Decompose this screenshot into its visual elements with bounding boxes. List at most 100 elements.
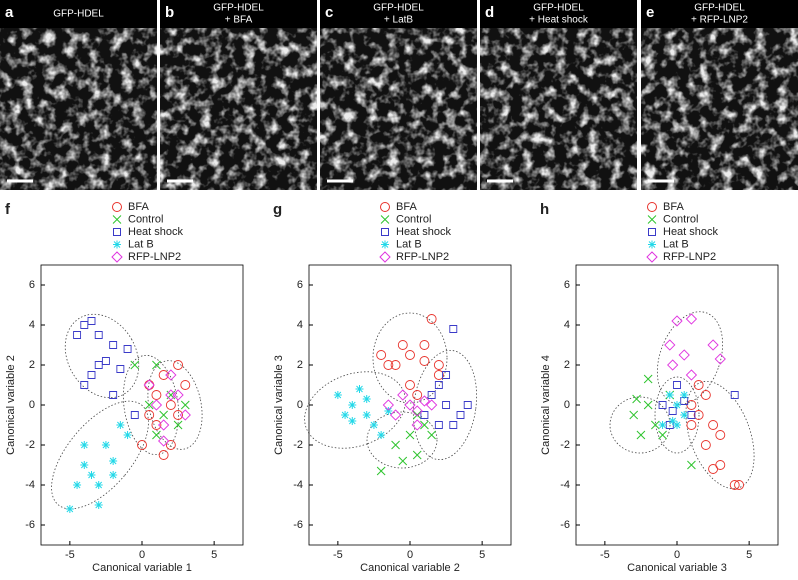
y-tick-label: 6 [29, 279, 35, 291]
plot-frame [308, 264, 512, 546]
panel-letter: f [5, 201, 11, 218]
data-point [433, 360, 444, 370]
data-point [442, 401, 451, 409]
y-tick-label: 4 [29, 319, 35, 331]
data-point [434, 381, 443, 389]
data-point [94, 331, 103, 339]
data-point [80, 441, 89, 449]
data-point [671, 315, 683, 327]
data-point [109, 341, 118, 349]
panel-letter: d [485, 4, 494, 21]
data-point [629, 410, 639, 420]
data-point [680, 411, 689, 419]
y-tick-label: 2 [297, 359, 303, 371]
data-point [419, 356, 430, 366]
y-axis-label: Canonical variable 2 [5, 355, 17, 455]
data-point [144, 400, 154, 410]
data-point [418, 395, 431, 407]
data-point [389, 409, 402, 421]
data-point [412, 410, 422, 420]
data-point [144, 410, 155, 420]
legend-label: Heat shock [663, 226, 719, 238]
data-point [362, 395, 371, 403]
data-point [173, 420, 183, 430]
data-point [667, 359, 679, 371]
data-point [643, 400, 653, 410]
legend-label: RFP-LNP2 [128, 251, 181, 263]
data-point [693, 380, 704, 390]
chart: h -5 0 5 -6 -4 -2 0 2 4 6 Canonical variable 3 Canon… [540, 201, 779, 574]
data-point [449, 421, 458, 429]
data-point [101, 441, 110, 449]
title-bar [160, 0, 317, 28]
data-point [668, 407, 677, 415]
legend-label: Control [396, 213, 431, 225]
data-point [165, 369, 177, 381]
data-point [150, 399, 163, 411]
data-point [700, 440, 711, 450]
y-tick-label: -2 [25, 439, 35, 451]
data-point [729, 480, 740, 490]
y-tick-label: 0 [564, 399, 570, 411]
x-tick-label: 5 [211, 549, 217, 561]
legend-label: Control [663, 213, 698, 225]
legend-label: BFA [663, 201, 684, 213]
y-tick-label: -4 [293, 479, 303, 491]
data-point [116, 421, 125, 429]
legend-label: BFA [128, 201, 149, 213]
panel-title: GFP-HDEL [373, 3, 424, 14]
data-point [398, 456, 408, 466]
panel-letter: g [273, 201, 282, 218]
data-point [686, 400, 697, 410]
y-tick-label: 0 [297, 399, 303, 411]
data-point [377, 431, 386, 439]
data-point [405, 350, 415, 360]
data-point [376, 466, 386, 476]
data-point [130, 360, 140, 370]
data-point [397, 389, 409, 401]
data-point [87, 471, 96, 479]
data-point [80, 381, 89, 389]
data-point [680, 397, 689, 405]
panel-title: GFP-HDEL [53, 9, 104, 20]
data-point [678, 349, 690, 361]
panel-letter: c [325, 4, 333, 21]
y-tick-label: 2 [29, 359, 35, 371]
panel-letter: e [646, 4, 654, 21]
data-point [405, 380, 415, 390]
data-point [420, 420, 429, 430]
legend-marker [379, 202, 391, 212]
data-point [109, 471, 118, 479]
data-point [419, 340, 430, 350]
data-point [686, 420, 697, 430]
data-point [708, 420, 719, 430]
data-point [673, 421, 681, 429]
legend-marker [111, 251, 123, 263]
y-tick-label: -6 [25, 519, 35, 531]
data-point [426, 314, 437, 324]
y-axis-label: Canonical variable 4 [540, 355, 552, 455]
legend-marker [646, 202, 658, 212]
legend-label: Heat shock [396, 226, 452, 238]
data-point [144, 380, 155, 390]
legend-marker [647, 215, 657, 224]
legend-label: RFP-LNP2 [663, 251, 716, 263]
x-axis-label: Canonical variable 2 [360, 562, 460, 574]
data-point [94, 481, 103, 489]
x-tick-label: -5 [600, 549, 610, 561]
data-point [714, 353, 726, 365]
data-point [123, 345, 132, 353]
x-tick-label: 0 [139, 549, 145, 561]
data-point [700, 390, 711, 400]
data-point [664, 339, 676, 351]
x-axis-label: Canonical variable 3 [627, 562, 727, 574]
panel-title: GFP-HDEL [533, 3, 584, 14]
x-tick-label: 5 [746, 549, 752, 561]
data-point [708, 464, 719, 474]
x-tick-label: 0 [674, 549, 680, 561]
title-bar [0, 0, 157, 28]
data-point [143, 379, 155, 391]
data-point [158, 450, 169, 460]
legend-label: Control [128, 213, 163, 225]
